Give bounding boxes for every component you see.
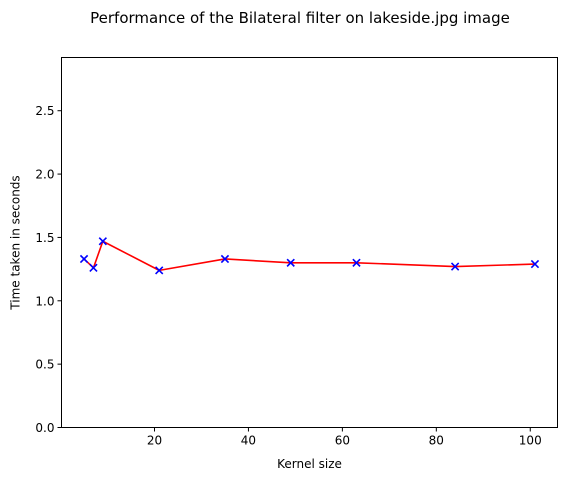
data-point-marker (155, 266, 164, 275)
data-point-marker (352, 258, 361, 267)
data-point-marker (450, 262, 460, 271)
data-point-marker (89, 263, 98, 273)
y-tick-label: 0.5 (35, 358, 54, 372)
x-tick-label: 80 (429, 434, 444, 448)
axes-frame (61, 57, 558, 428)
x-tick-label: 20 (147, 434, 162, 448)
x-tick-label: 60 (335, 434, 350, 448)
x-tick-label: 100 (519, 434, 542, 448)
plot-area: 20 40 60 80 100 0.0 0.5 1.0 1.5 2.0 2.5 (35, 104, 541, 447)
data-point-marker (220, 254, 230, 264)
data-point-marker (98, 237, 107, 246)
y-axis-label: Time taken in seconds (9, 175, 23, 310)
y-tick-label: 2.0 (35, 168, 54, 182)
y-tick-label: 0.0 (35, 421, 54, 435)
x-axis-label: Kernel size (277, 457, 342, 471)
chart-title: Performance of the Bilateral filter on l… (90, 9, 510, 27)
data-point-marker (79, 254, 89, 264)
y-tick-label: 2.5 (35, 104, 54, 118)
data-point-marker (530, 259, 540, 269)
data-point-marker (286, 258, 295, 267)
x-tick-label: 40 (241, 434, 256, 448)
y-tick-label: 1.5 (35, 231, 54, 245)
y-tick-label: 1.0 (35, 294, 54, 308)
